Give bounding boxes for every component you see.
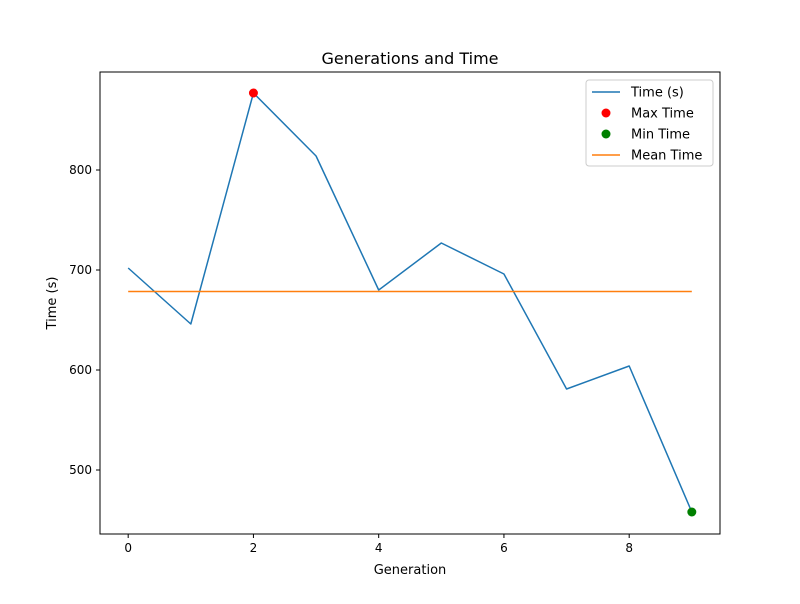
point-max-time [248, 88, 258, 98]
x-tick-label: 0 [124, 541, 132, 555]
legend-label-time-s: Time (s) [630, 86, 684, 101]
axis-ticks: 0 2 4 6 8 500 600 700 800 [69, 163, 633, 555]
y-tick-label: 800 [69, 163, 92, 177]
legend: Time (s) Max Time Min Time Mean Time [585, 79, 714, 167]
point-min-time [687, 507, 697, 517]
axes-frame [99, 71, 721, 535]
plot-area [127, 88, 697, 517]
series-line-time-s [127, 92, 693, 513]
legend-label-mean-time: Mean Time [631, 149, 702, 164]
y-axis-label: Time (s) [45, 277, 60, 331]
legend-swatch-min-time [601, 129, 611, 139]
x-tick-label: 6 [500, 541, 508, 555]
y-tick-label: 700 [69, 263, 92, 277]
x-tick-label: 2 [250, 541, 258, 555]
y-tick-label: 500 [69, 463, 92, 477]
legend-label-max-time: Max Time [631, 107, 694, 122]
chart-title: Generations and Time [321, 49, 498, 68]
legend-frame [585, 79, 714, 167]
x-tick-label: 8 [625, 541, 633, 555]
x-tick-label: 4 [375, 541, 383, 555]
legend-label-min-time: Min Time [631, 128, 690, 143]
y-tick-label: 600 [69, 363, 92, 377]
legend-swatch-max-time [601, 108, 611, 118]
x-axis-label: Generation [374, 563, 447, 578]
